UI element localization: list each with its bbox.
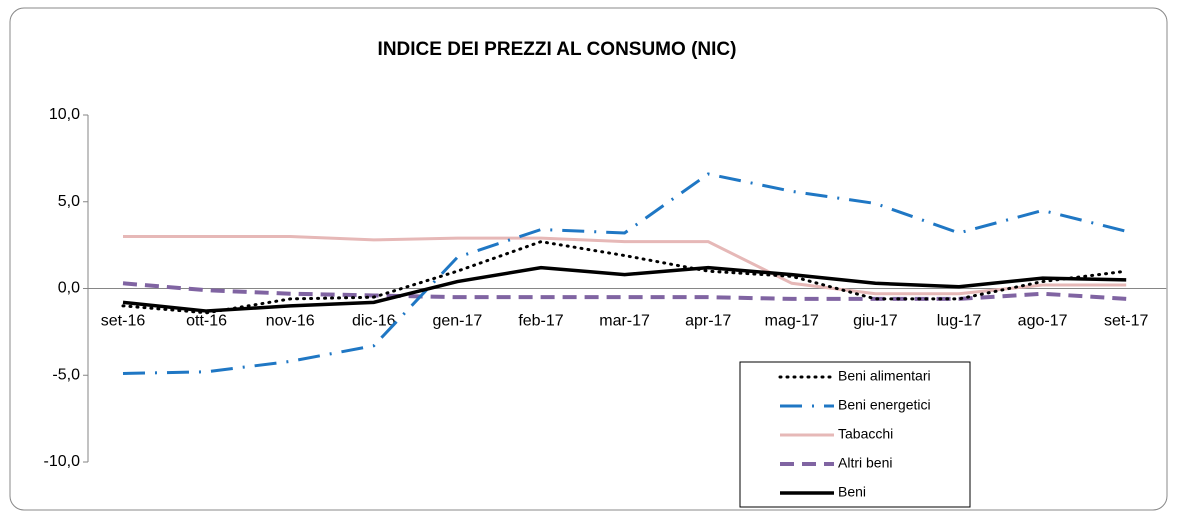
x-tick-label: ott-16	[186, 313, 227, 330]
x-tick-label: mar-17	[599, 313, 650, 330]
y-tick-label: -5,0	[52, 366, 80, 383]
x-tick-label: lug-17	[937, 313, 982, 330]
series-line	[121, 240, 1128, 315]
y-tick-label: -10,0	[44, 453, 81, 470]
x-tick-label: nov-16	[266, 313, 315, 330]
y-tick-label: 5,0	[58, 193, 80, 210]
legend-label: Altri beni	[838, 455, 892, 471]
chart-frame	[9, 7, 1168, 511]
x-tick-label: set-17	[1104, 313, 1149, 330]
series-line	[123, 234, 1127, 296]
x-tick-label: dic-16	[352, 313, 396, 330]
legend-label: Beni energetici	[838, 397, 931, 413]
x-tick-label: ago-17	[1018, 313, 1068, 330]
x-tick-label: apr-17	[685, 313, 731, 330]
legend-label: Tabacchi	[838, 426, 893, 442]
x-tick-label: giu-17	[853, 313, 898, 330]
legend-label: Beni	[838, 484, 866, 500]
chart-title: INDICE DEI PREZZI AL CONSUMO (NIC)	[378, 39, 737, 60]
series-line	[122, 281, 1127, 301]
x-tick-label: mag-17	[765, 313, 819, 330]
legend-box	[739, 361, 971, 508]
y-tick-label: 0,0	[58, 280, 80, 297]
x-tick-label: set-16	[101, 313, 146, 330]
x-tick-label: gen-17	[432, 313, 482, 330]
legend-label: Beni alimentari	[838, 368, 931, 384]
series-line	[122, 265, 1127, 313]
y-tick-label: 10,0	[49, 106, 80, 123]
x-tick-label: feb-17	[518, 313, 563, 330]
series-line	[122, 172, 1127, 376]
